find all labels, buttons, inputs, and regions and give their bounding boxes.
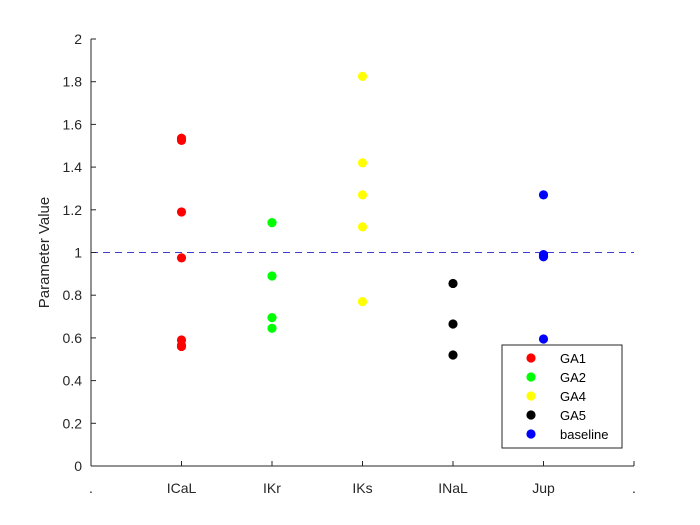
- data-point-ga5: [448, 350, 458, 360]
- y-tick-label: 0: [74, 458, 82, 474]
- data-point-baseline: [538, 190, 549, 200]
- data-point-ga2: [267, 313, 277, 323]
- data-point-ga2: [267, 323, 277, 333]
- legend-label-baseline: baseline: [560, 427, 608, 442]
- x-tick-label: IKs: [352, 480, 372, 496]
- y-tick-label: 2: [74, 31, 82, 47]
- legend-marker-ga4: [526, 391, 536, 401]
- legend-label-ga5: GA5: [560, 408, 586, 423]
- data-point-ga1: [176, 135, 187, 146]
- data-point-ga4: [357, 190, 368, 200]
- y-tick-label: 0.6: [63, 330, 83, 346]
- y-tick-label: 1.4: [63, 159, 83, 175]
- legend-label-ga1: GA1: [560, 351, 586, 366]
- data-point-ga1: [176, 207, 187, 217]
- x-tick-label: Jup: [532, 480, 555, 496]
- data-point-ga4: [357, 222, 368, 232]
- x-tick-label: ICaL: [167, 480, 197, 496]
- legend-marker-ga5: [526, 410, 536, 420]
- data-point-ga2: [267, 218, 277, 228]
- legend-label-ga2: GA2: [560, 370, 586, 385]
- data-point-ga1: [176, 253, 187, 263]
- data-points: [176, 71, 549, 360]
- data-point-baseline: [538, 252, 549, 262]
- y-tick-label: 0.2: [63, 415, 83, 431]
- x-tick-label: .: [632, 480, 636, 496]
- legend-marker-ga2: [526, 372, 536, 382]
- y-axis-label: Parameter Value: [36, 197, 53, 308]
- x-tick-label: INaL: [438, 480, 468, 496]
- legend: GA1 GA2 GA4 GA5 baseline: [501, 344, 623, 449]
- data-point-ga5: [448, 319, 458, 329]
- legend-box: [501, 344, 623, 449]
- y-tick-label: 1.8: [63, 74, 83, 90]
- data-point-ga1: [176, 341, 187, 352]
- legend-marker-ga1: [526, 353, 536, 363]
- data-point-ga4: [357, 297, 368, 307]
- x-tick-label: IKr: [263, 480, 281, 496]
- y-tick-label: 1.6: [63, 116, 83, 132]
- axes: 0 0.2 0.4 0.6 0.8 1 1.2 1.4 1.6 1.8 2. ICaL IKr IKs IN…: [63, 31, 636, 496]
- legend-label-ga4: GA4: [560, 389, 586, 404]
- data-point-ga4: [357, 71, 368, 81]
- data-point-ga2: [267, 271, 277, 281]
- y-tick-label: 1.2: [63, 202, 83, 218]
- legend-marker-baseline: [526, 429, 536, 439]
- y-tick-label: 0.4: [63, 373, 83, 389]
- y-tick-label: 1: [74, 245, 82, 261]
- data-point-ga5: [448, 278, 458, 289]
- data-point-ga4: [357, 158, 368, 168]
- data-point-baseline: [538, 334, 549, 344]
- y-tick-label: 0.8: [63, 287, 83, 303]
- x-tick-label: .: [89, 480, 93, 496]
